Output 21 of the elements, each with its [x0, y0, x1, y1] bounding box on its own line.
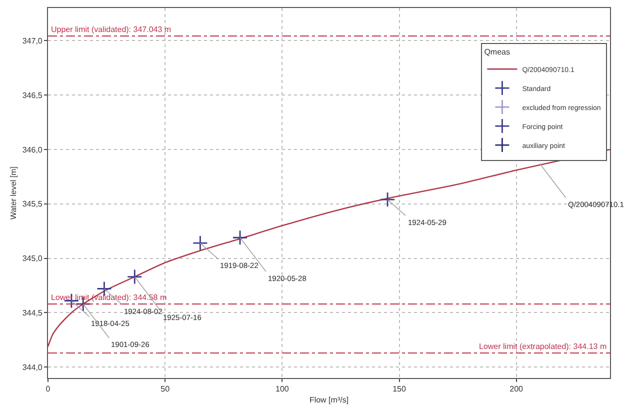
point	[232, 230, 248, 246]
legend-title: Qmeas	[484, 48, 510, 57]
y-tick-label: 346,5	[22, 90, 43, 100]
x-tick-label: 50	[160, 384, 170, 394]
y-tick-label: 345,0	[22, 254, 43, 264]
x-tick-label: 100	[275, 384, 290, 394]
y-axis-title: Water level [m]	[9, 166, 18, 220]
y-tick-label: 347,0	[22, 36, 43, 46]
point	[380, 192, 396, 208]
ref-line-label: Lower limit (extrapolated): 344.13 m	[479, 342, 607, 351]
x-tick-label: 150	[392, 384, 406, 394]
y-tick-label: 346,0	[22, 145, 43, 154]
point	[126, 269, 142, 284]
x-axis-title: Flow [m³/s]	[309, 396, 349, 405]
y-tick-label: 344,5	[22, 308, 43, 318]
x-tick-label: 0	[46, 384, 51, 394]
y-tick-label: 344,0	[22, 362, 43, 372]
x-tick-label: 200	[510, 384, 524, 394]
y-tick-label: 345,5	[22, 200, 43, 209]
ref-line-label: Upper limit (validated): 347.043 m	[51, 25, 172, 34]
point	[192, 235, 208, 251]
